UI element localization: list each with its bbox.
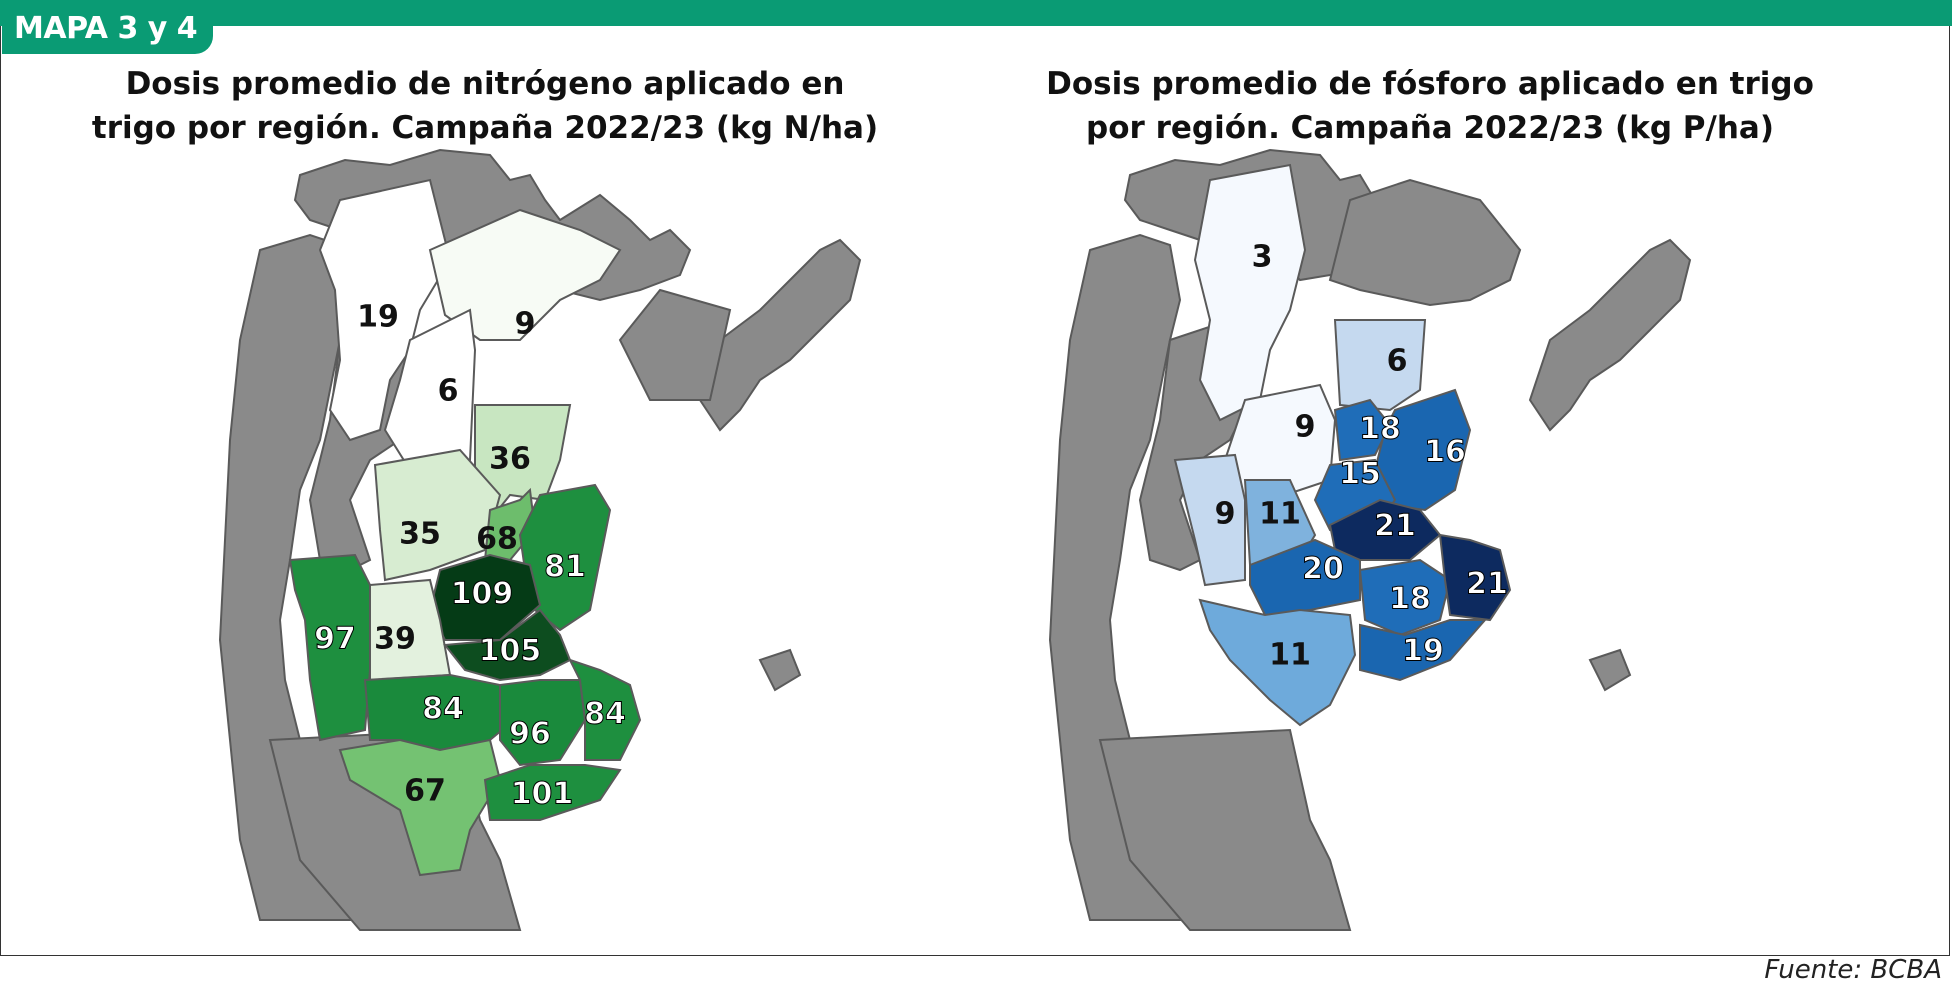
nitrogen-label-nc: 6 bbox=[438, 374, 459, 409]
phosphorus-labels: 3 6 9 18 16 15 9 11 21 20 18 21 11 19 bbox=[1215, 240, 1509, 673]
nitrogen-label-cba: 96 bbox=[509, 717, 551, 752]
nitrogen-label-sfc: 68 bbox=[476, 522, 518, 557]
nitrogen-label-eba: 84 bbox=[584, 697, 626, 732]
phosphorus-regions bbox=[1173, 163, 1512, 727]
phosphorus-label-lp: 11 bbox=[1269, 638, 1311, 673]
phosphorus-region-cba bbox=[1358, 558, 1452, 637]
right-map-title: Dosis promedio de fósforo aplicado en tr… bbox=[1030, 62, 1830, 150]
phosphorus-label-sl: 9 bbox=[1215, 497, 1236, 532]
phosphorus-label-wba: 20 bbox=[1302, 552, 1344, 587]
figure-frame bbox=[0, 26, 1950, 956]
nitrogen-regions bbox=[288, 178, 642, 877]
nitrogen-label-n: 9 bbox=[515, 307, 536, 342]
nitrogen-region-eba bbox=[568, 658, 642, 761]
left-title-line1: Dosis promedio de nitrógeno aplicado en bbox=[125, 66, 845, 102]
nitrogen-label-wba: 84 bbox=[422, 692, 464, 727]
nitrogen-label-cs: 39 bbox=[374, 622, 416, 657]
nitrogen-label-sfs: 109 bbox=[451, 577, 514, 612]
phosphorus-region-eba bbox=[1438, 533, 1512, 622]
amba-shape bbox=[758, 648, 802, 692]
phosphorus-region-wba bbox=[1249, 538, 1361, 617]
phosphorus-label-sfn: 6 bbox=[1387, 344, 1408, 379]
nitrogen-label-sl: 97 bbox=[314, 622, 356, 657]
nitrogen-label-nw: 19 bbox=[357, 300, 399, 335]
phosphorus-label-sba: 19 bbox=[1402, 634, 1444, 669]
nitrogen-region-sba bbox=[483, 764, 622, 821]
phosphorus-label-sfs: 15 bbox=[1339, 457, 1381, 492]
nitrogen-label-sba: 101 bbox=[511, 777, 574, 812]
nitrogen-region-sl bbox=[288, 553, 371, 742]
phosphorus-region-er bbox=[1373, 388, 1472, 512]
left-title-line2: trigo por región. Campaña 2022/23 (kg N/… bbox=[91, 110, 879, 146]
nitrogen-region-lp bbox=[338, 738, 502, 877]
misiones-shape bbox=[698, 238, 862, 432]
phosphorus-label-cw: 9 bbox=[1295, 410, 1316, 445]
nitrogen-label-lp: 67 bbox=[404, 774, 446, 809]
nitrogen-label-cw: 35 bbox=[399, 517, 441, 552]
phosphorus-label-nw: 3 bbox=[1252, 240, 1273, 275]
nitrogen-label-er: 81 bbox=[544, 550, 586, 585]
phosphorus-label-eba: 21 bbox=[1466, 567, 1508, 602]
phosphorus-label-er: 16 bbox=[1424, 435, 1466, 470]
phosphorus-map: 3 6 9 18 16 15 9 11 21 20 18 21 11 19 bbox=[1048, 148, 1692, 931]
phosphorus-region-lp bbox=[1198, 598, 1357, 727]
phosphorus-label-cba: 18 bbox=[1389, 582, 1431, 617]
phosphorus-region-sfn bbox=[1333, 319, 1427, 412]
patagonia-shape bbox=[1098, 728, 1352, 931]
nitrogen-region-cba bbox=[499, 679, 587, 767]
right-title-line1: Dosis promedio de fósforo aplicado en tr… bbox=[1046, 66, 1814, 102]
phosphorus-label-sfc: 18 bbox=[1359, 412, 1401, 447]
misiones-shape bbox=[1528, 238, 1692, 432]
phosphorus-label-nba: 21 bbox=[1374, 509, 1416, 544]
corrientes-shape bbox=[618, 288, 732, 401]
header-bar bbox=[0, 0, 1952, 26]
right-title-line2: por región. Campaña 2022/23 (kg P/ha) bbox=[1086, 110, 1774, 146]
phosphorus-region-nw bbox=[1193, 163, 1307, 422]
left-map-title: Dosis promedio de nitrógeno aplicado en … bbox=[90, 62, 880, 150]
chaco-shape bbox=[1328, 178, 1522, 307]
nitrogen-region-cw bbox=[373, 448, 502, 582]
phosphorus-label-cs: 11 bbox=[1259, 497, 1301, 532]
phosphorus-region-sl bbox=[1173, 453, 1246, 587]
phosphorus-region-sba bbox=[1359, 619, 1488, 682]
figure-tag: MAPA 3 y 4 bbox=[2, 4, 214, 54]
nitrogen-region-er bbox=[518, 483, 612, 632]
nitrogen-label-sfn: 36 bbox=[489, 442, 531, 477]
nitrogen-label-nba: 105 bbox=[479, 634, 542, 669]
source-note: Fuente: BCBA bbox=[1764, 955, 1942, 985]
amba-shape bbox=[1588, 648, 1632, 692]
